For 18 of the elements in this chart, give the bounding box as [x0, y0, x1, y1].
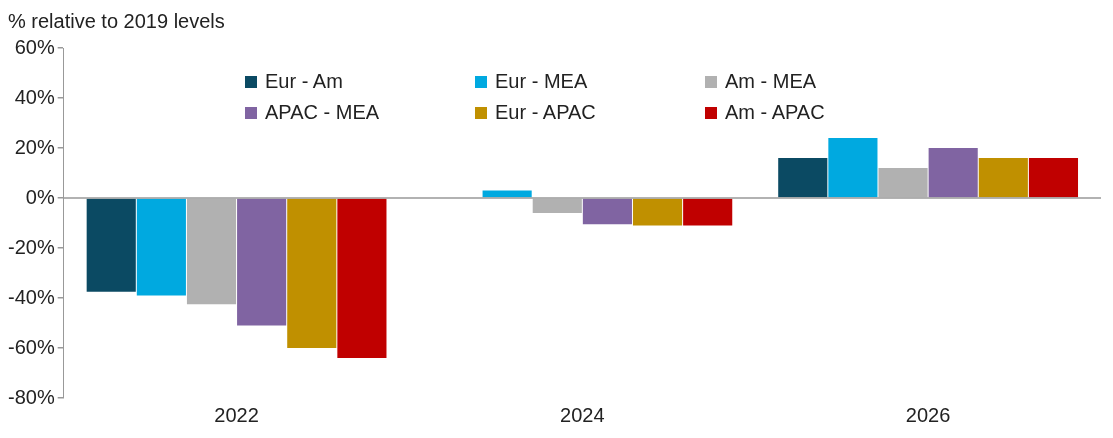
y-tick-label: 0% — [25, 185, 55, 208]
legend-label: Eur - Am — [265, 70, 343, 93]
legend-label: APAC - MEA — [265, 101, 380, 124]
legend-label: Am - MEA — [725, 70, 817, 93]
y-tick-label: 40% — [14, 85, 55, 108]
x-tick-label: 2024 — [560, 403, 605, 426]
y-tick-label: 20% — [14, 135, 55, 158]
y-tick-label: -80% — [7, 385, 55, 408]
legend-label: Eur - APAC — [495, 101, 596, 124]
y-tick-label: -40% — [7, 285, 55, 308]
y-tick-label: 60% — [14, 35, 55, 58]
y-axis-title: % relative to 2019 levels — [8, 10, 225, 33]
x-tick-label: 2022 — [214, 403, 259, 426]
x-tick-label: 2026 — [905, 403, 951, 426]
y-tick-label: -20% — [7, 235, 55, 258]
legend-label: Eur - MEA — [495, 70, 588, 93]
legend-label: Am - APAC — [725, 101, 825, 124]
y-tick-label: -60% — [7, 335, 55, 358]
